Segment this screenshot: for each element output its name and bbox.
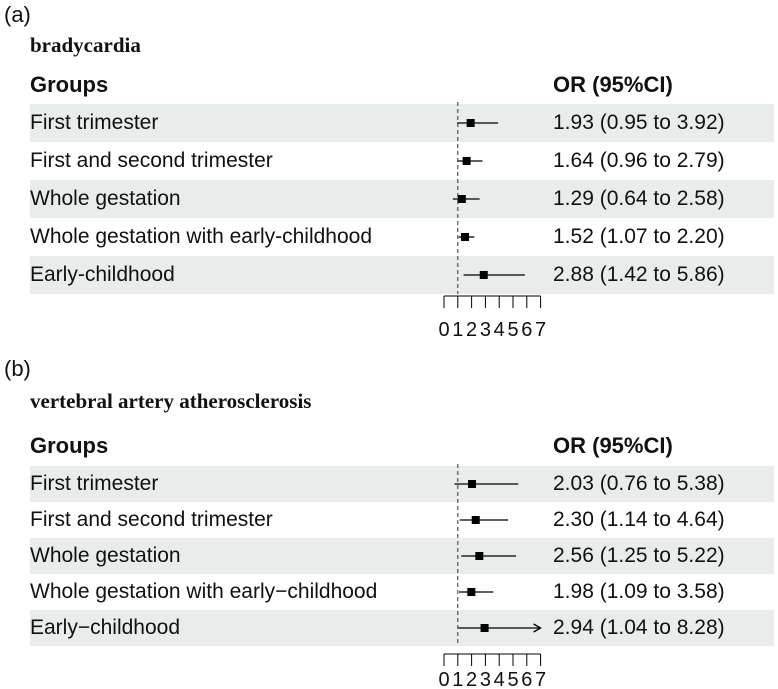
row-background xyxy=(30,610,774,646)
group-label: First and second trimester xyxy=(30,149,273,172)
or-point xyxy=(457,195,466,203)
or-point xyxy=(460,233,469,241)
panel-label: (b) xyxy=(4,356,31,381)
group-label: First trimester xyxy=(30,111,159,134)
chart-title: vertebral artery atherosclerosis xyxy=(30,389,312,413)
x-tick-label: 2 xyxy=(466,669,477,689)
row-background xyxy=(30,538,774,574)
or-value: 2.30 (1.14 to 4.64) xyxy=(553,508,725,531)
group-label: Whole gestation with early−childhood xyxy=(30,580,378,603)
group-label: First trimester xyxy=(30,472,159,495)
or-value: 2.03 (0.76 to 5.38) xyxy=(553,472,725,495)
or-point xyxy=(475,552,484,560)
ci-arrow xyxy=(533,623,542,633)
x-tick-label: 4 xyxy=(494,669,505,689)
row-background xyxy=(30,180,774,218)
header-or: OR (95%CI) xyxy=(553,433,673,458)
x-tick-label: 7 xyxy=(535,319,546,341)
x-tick-label: 2 xyxy=(466,319,477,341)
or-point xyxy=(462,157,471,165)
group-label: Whole gestation xyxy=(30,187,181,210)
x-tick-label: 7 xyxy=(535,669,546,689)
or-value: 1.64 (0.96 to 2.79) xyxy=(553,149,725,172)
x-tick-label: 1 xyxy=(452,669,463,689)
or-point xyxy=(466,119,475,127)
panel-label: (a) xyxy=(4,2,31,27)
or-point xyxy=(467,588,476,596)
group-label: Whole gestation xyxy=(30,544,181,567)
or-value: 1.29 (0.64 to 2.58) xyxy=(553,187,725,210)
or-value: 1.93 (0.95 to 3.92) xyxy=(553,111,725,134)
x-tick-label: 6 xyxy=(521,319,532,341)
or-point xyxy=(480,624,489,632)
or-value: 1.52 (1.07 to 2.20) xyxy=(553,225,725,248)
x-tick-label: 3 xyxy=(480,669,491,689)
x-tick-label: 6 xyxy=(521,669,532,689)
x-tick-label: 3 xyxy=(480,319,491,341)
or-value: 1.98 (1.09 to 3.58) xyxy=(553,580,725,603)
or-point xyxy=(471,516,480,524)
x-tick-label: 0 xyxy=(438,669,449,689)
group-label: Early−childhood xyxy=(30,616,181,639)
group-label: First and second trimester xyxy=(30,508,273,531)
chart-title: bradycardia xyxy=(30,33,141,57)
header-groups: Groups xyxy=(30,72,109,97)
x-tick-label: 0 xyxy=(438,319,449,341)
group-label: Early-childhood xyxy=(30,263,175,286)
header-or: OR (95%CI) xyxy=(553,72,673,97)
row-background xyxy=(30,104,774,142)
x-tick-label: 4 xyxy=(494,319,505,341)
x-tick-label: 5 xyxy=(507,669,518,689)
row-background xyxy=(30,256,774,294)
row-background xyxy=(30,466,774,502)
x-tick-label: 1 xyxy=(452,319,463,341)
group-label: Whole gestation with early-childhood xyxy=(30,225,373,248)
or-value: 2.88 (1.42 to 5.86) xyxy=(553,263,725,286)
or-point xyxy=(468,480,477,488)
or-point xyxy=(479,271,488,279)
or-value: 2.56 (1.25 to 5.22) xyxy=(553,544,725,567)
x-tick-label: 5 xyxy=(507,319,518,341)
header-groups: Groups xyxy=(30,433,109,458)
or-value: 2.94 (1.04 to 8.28) xyxy=(553,616,725,639)
